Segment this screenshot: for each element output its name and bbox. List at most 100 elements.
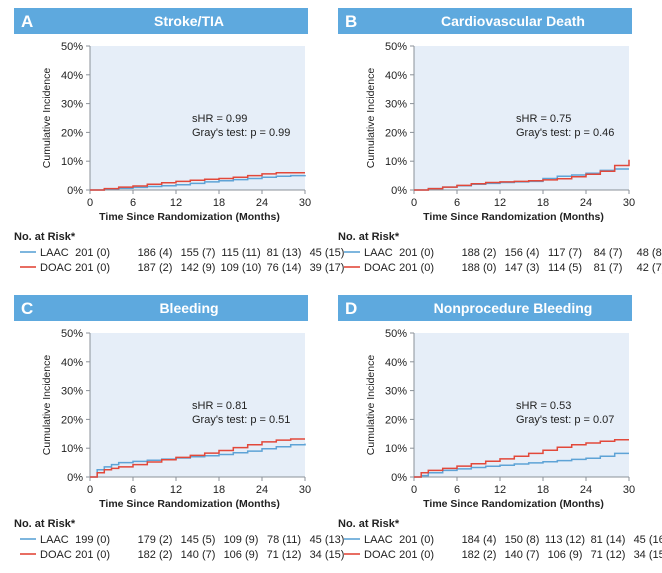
risk-cell: 42 (7) xyxy=(637,262,662,274)
y-tick-label: 40% xyxy=(61,70,83,82)
risk-cell: 71 (12) xyxy=(267,549,302,561)
y-axis-label: Cumulative Incidence xyxy=(41,68,53,169)
risk-cell: 117 (7) xyxy=(548,247,582,259)
risk-row-label: DOAC xyxy=(40,549,72,561)
risk-cell: 182 (2) xyxy=(138,549,173,561)
panel-b: B Cardiovascular Death 0% 10% 20% 30% 40% 50% 0 6… xyxy=(338,8,662,274)
risk-cell: 201 (0) xyxy=(75,247,110,259)
series-laac-curve xyxy=(414,452,629,478)
y-tick-label: 40% xyxy=(385,357,407,369)
panel-d: D Nonprocedure Bleeding 0% 10% 20% 30% 40% 50% 0… xyxy=(338,295,662,561)
risk-cell: 156 (4) xyxy=(505,247,540,259)
y-tick-label: 50% xyxy=(61,41,83,53)
risk-cell: 140 (7) xyxy=(505,549,540,561)
y-tick-label: 0% xyxy=(391,185,407,197)
y-tick-label: 10% xyxy=(385,156,407,168)
x-tick-label: 6 xyxy=(130,197,136,209)
risk-cell: 106 (9) xyxy=(548,549,583,561)
x-tick-label: 18 xyxy=(537,197,549,209)
risk-cell: 142 (9) xyxy=(181,262,216,274)
y-tick-label: 50% xyxy=(385,41,407,53)
risk-row-label: DOAC xyxy=(364,262,396,274)
risk-cell: 201 (0) xyxy=(75,262,110,274)
x-tick-label: 12 xyxy=(494,197,506,209)
x-tick-label: 18 xyxy=(213,484,225,496)
y-tick-label: 30% xyxy=(61,386,83,398)
x-tick-label: 6 xyxy=(454,484,460,496)
plot-area xyxy=(414,333,629,477)
y-tick-label: 40% xyxy=(61,357,83,369)
series-doac-curve xyxy=(414,159,630,191)
risk-row-label: LAAC xyxy=(40,247,69,259)
risk-cell: 45 (13) xyxy=(310,534,345,546)
y-tick-label: 30% xyxy=(385,386,407,398)
risk-cell: 34 (15) xyxy=(634,549,662,561)
risk-table-header: No. at Risk* xyxy=(338,231,400,243)
risk-cell: 114 (5) xyxy=(548,262,582,274)
panel-letter: B xyxy=(345,12,357,31)
risk-cell: 147 (3) xyxy=(505,262,540,274)
risk-cell: 201 (0) xyxy=(75,549,110,561)
x-tick-label: 0 xyxy=(411,197,417,209)
risk-cell: 34 (15) xyxy=(310,549,345,561)
panel-header-bar xyxy=(338,295,632,321)
y-tick-label: 20% xyxy=(61,414,83,426)
y-tick-label: 0% xyxy=(391,472,407,484)
y-tick-label: 10% xyxy=(61,443,83,455)
risk-cell: 201 (0) xyxy=(399,247,434,259)
x-tick-label: 12 xyxy=(170,197,182,209)
risk-table-header: No. at Risk* xyxy=(14,518,76,530)
panel-c: C Bleeding 0% 10% 20% 30% 40% 50% 0 6 12 18 24 30 Time… xyxy=(14,295,344,561)
panel-letter: D xyxy=(345,299,357,318)
x-tick-label: 0 xyxy=(411,484,417,496)
stats-annotation: Gray's test: p = 0.07 xyxy=(516,414,614,426)
x-tick-label: 6 xyxy=(454,197,460,209)
y-tick-label: 10% xyxy=(385,443,407,455)
y-tick-label: 20% xyxy=(385,127,407,139)
stats-annotation: sHR = 0.99 xyxy=(192,113,247,125)
risk-cell: 45 (16) xyxy=(634,534,662,546)
risk-table-header: No. at Risk* xyxy=(14,231,76,243)
risk-cell: 84 (7) xyxy=(594,247,623,259)
y-axis-label: Cumulative Incidence xyxy=(365,355,377,456)
risk-cell: 109 (9) xyxy=(224,534,259,546)
y-tick-label: 40% xyxy=(385,70,407,82)
stats-annotation: sHR = 0.81 xyxy=(192,400,247,412)
stats-annotation: Gray's test: p = 0.46 xyxy=(516,127,614,139)
stats-annotation: sHR = 0.75 xyxy=(516,113,571,125)
risk-table-header: No. at Risk* xyxy=(338,518,400,530)
y-tick-label: 0% xyxy=(67,185,83,197)
risk-row-label: DOAC xyxy=(364,549,396,561)
panel-letter: A xyxy=(21,12,33,31)
y-tick-label: 30% xyxy=(385,99,407,111)
panel-title: Nonprocedure Bleeding xyxy=(434,300,593,316)
risk-cell: 199 (0) xyxy=(75,534,110,546)
risk-cell: 188 (0) xyxy=(462,262,497,274)
y-tick-label: 50% xyxy=(385,328,407,340)
stats-annotation: sHR = 0.53 xyxy=(516,400,571,412)
y-axis-label: Cumulative Incidence xyxy=(365,68,377,169)
risk-cell: 81 (7) xyxy=(594,262,623,274)
x-tick-label: 30 xyxy=(299,197,311,209)
panel-title: Stroke/TIA xyxy=(154,13,224,29)
plot-area xyxy=(90,46,305,190)
risk-cell: 187 (2) xyxy=(138,262,173,274)
risk-cell: 179 (2) xyxy=(138,534,173,546)
plot-area xyxy=(414,46,629,190)
panel-letter: C xyxy=(21,299,33,318)
risk-cell: 186 (4) xyxy=(138,247,173,259)
x-axis-label: Time Since Randomization (Months) xyxy=(423,498,604,510)
x-tick-label: 6 xyxy=(130,484,136,496)
risk-cell: 201 (0) xyxy=(399,262,434,274)
risk-cell: 45 (15) xyxy=(310,247,345,259)
x-tick-label: 12 xyxy=(170,484,182,496)
risk-cell: 81 (14) xyxy=(591,534,626,546)
x-tick-label: 0 xyxy=(87,484,93,496)
x-tick-label: 24 xyxy=(580,197,592,209)
risk-cell: 113 (12) xyxy=(545,534,585,546)
panel-header-bar xyxy=(14,8,308,34)
stats-annotation: Gray's test: p = 0.99 xyxy=(192,127,290,139)
y-tick-label: 30% xyxy=(61,99,83,111)
